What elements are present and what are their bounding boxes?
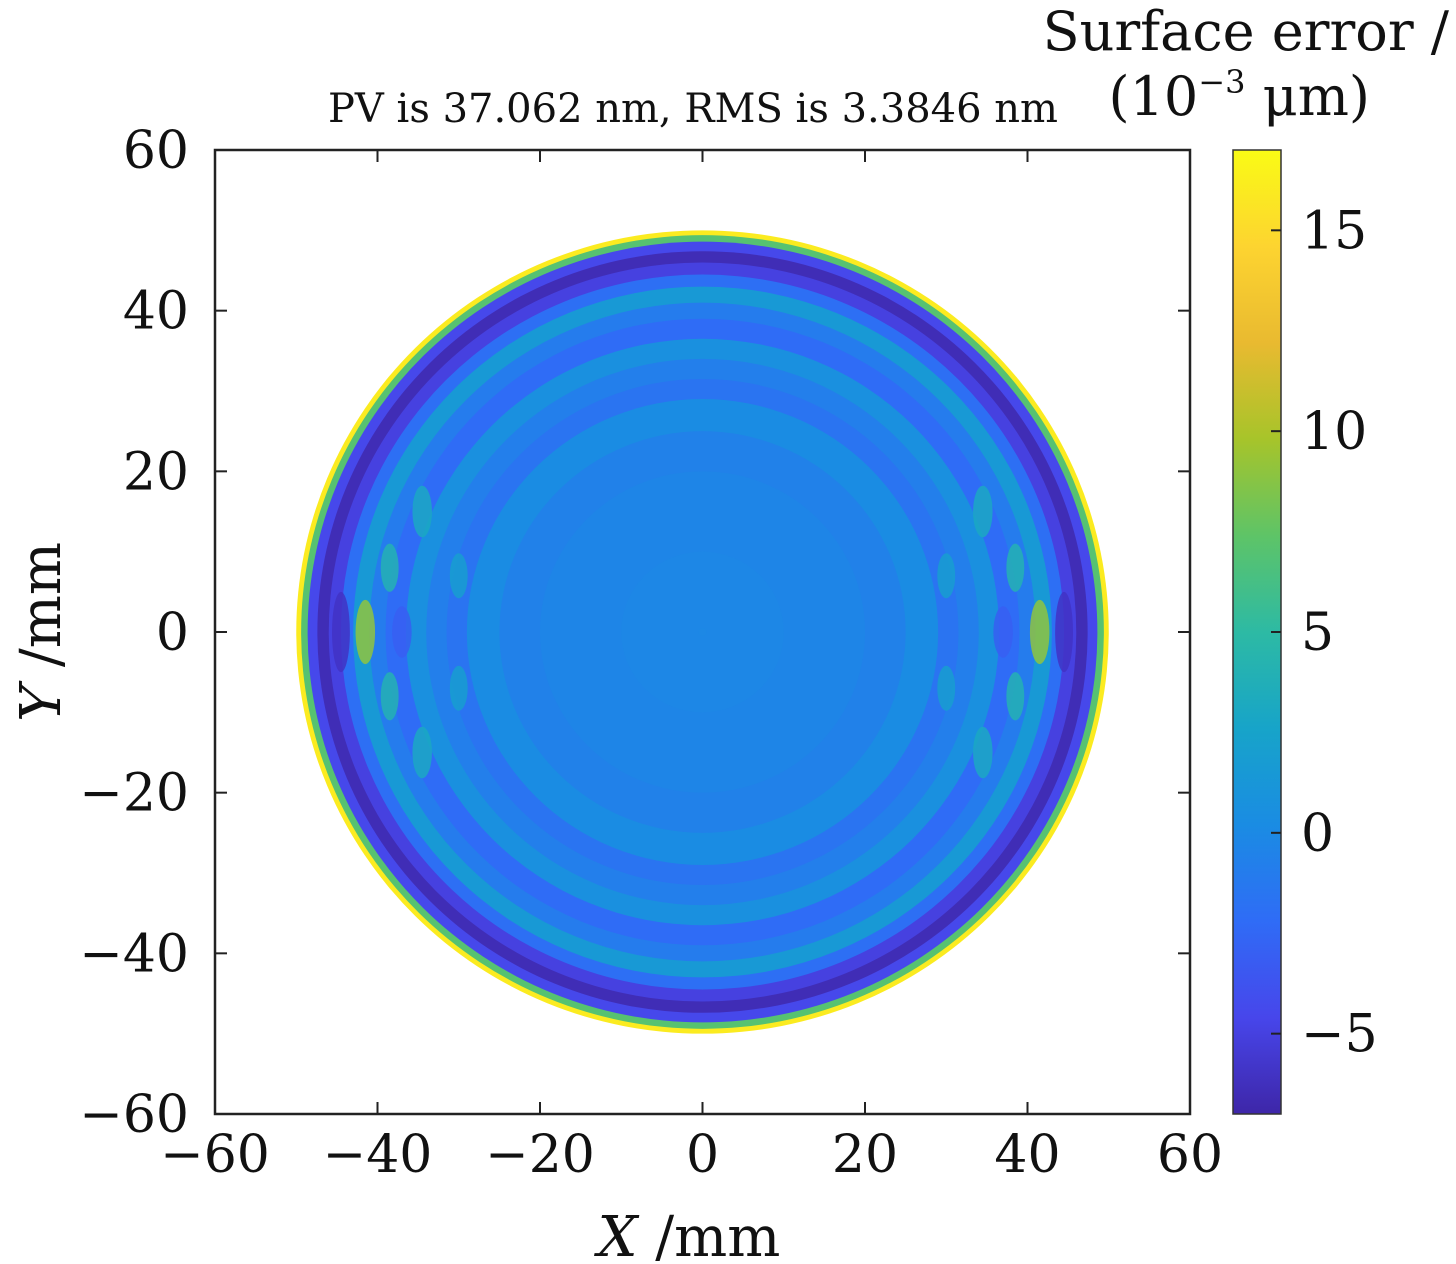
colorbar-tick-label: 0: [1301, 804, 1334, 864]
colorbar-title-suffix: μm): [1245, 65, 1370, 128]
surface-lobe-8-left: [449, 665, 468, 711]
colorbar-title-line1: Surface error /: [1043, 0, 1450, 63]
axis-ticks: −60 −40 −20 0 20 40 60 −60 −40 −20 0 20 40 60: [79, 121, 1223, 1185]
surface-lobe-6-left: [392, 606, 412, 658]
y-tick-label: −20: [79, 764, 189, 824]
x-tick-label: 40: [994, 1125, 1060, 1185]
y-tick-label: −40: [79, 924, 189, 984]
y-axis-unit: /mm: [9, 542, 74, 685]
y-tick-label: −60: [79, 1085, 189, 1145]
x-tick-label: 60: [1157, 1125, 1223, 1185]
x-axis-label: X /mm: [594, 1205, 781, 1264]
colorbar-tick-label: 10: [1301, 402, 1367, 462]
surface-lobe-2-right: [1006, 672, 1025, 721]
x-tick-label: −20: [485, 1125, 595, 1185]
surface-lobe-4-left: [412, 726, 432, 779]
surface-lobe-0-right: [1029, 599, 1050, 665]
surface-lobe-2-left: [380, 672, 399, 721]
x-tick-label: −40: [323, 1125, 433, 1185]
y-axis-variable: Y: [9, 680, 74, 722]
colorbar: −5 0 5 10 15: [1232, 149, 1378, 1115]
surface-lobe-5-left: [332, 591, 350, 673]
surface-ring-16: [698, 627, 707, 637]
colorbar-title-prefix: (10: [1109, 65, 1199, 128]
surface-lobe-5-right: [1055, 591, 1073, 673]
x-axis-variable: X: [594, 1205, 640, 1264]
y-tick-label: 0: [156, 603, 189, 663]
colorbar-tick-label: −5: [1301, 1005, 1378, 1065]
surface-lobe-0-left: [355, 599, 376, 665]
x-tick-label: 20: [832, 1125, 898, 1185]
colorbar-ticks: −5 0 5 10 15: [1271, 201, 1378, 1065]
surface-map: [296, 230, 1109, 1034]
heatmap-area: [296, 230, 1109, 1034]
colorbar-tick-label: 5: [1301, 603, 1334, 663]
chart-title: PV is 37.062 nm, RMS is 3.3846 nm: [328, 86, 1058, 132]
x-tick-label: −60: [160, 1125, 270, 1185]
x-axis-unit: /mm: [638, 1205, 781, 1264]
surface-lobe-6-right: [993, 606, 1013, 658]
surface-lobe-7-left: [449, 553, 468, 599]
surface-lobe-4-right: [973, 726, 993, 779]
colorbar-title-exponent: −3: [1198, 63, 1245, 101]
surface-lobe-3-left: [412, 485, 432, 538]
surface-lobe-7-right: [937, 553, 956, 599]
surface-lobe-1-left: [380, 543, 399, 592]
colorbar-title-line2: (10−3 μm): [1109, 63, 1371, 128]
y-tick-label: 40: [123, 282, 189, 342]
y-tick-label: 60: [123, 121, 189, 181]
surface-lobe-8-right: [937, 665, 956, 711]
surface-lobe-1-right: [1006, 543, 1025, 592]
surface-lobe-3-right: [973, 485, 993, 538]
y-axis-label: Y /mm: [9, 542, 74, 722]
x-tick-label: 0: [686, 1125, 719, 1185]
colorbar-tick-label: 15: [1301, 201, 1367, 261]
y-tick-label: 20: [123, 442, 189, 502]
